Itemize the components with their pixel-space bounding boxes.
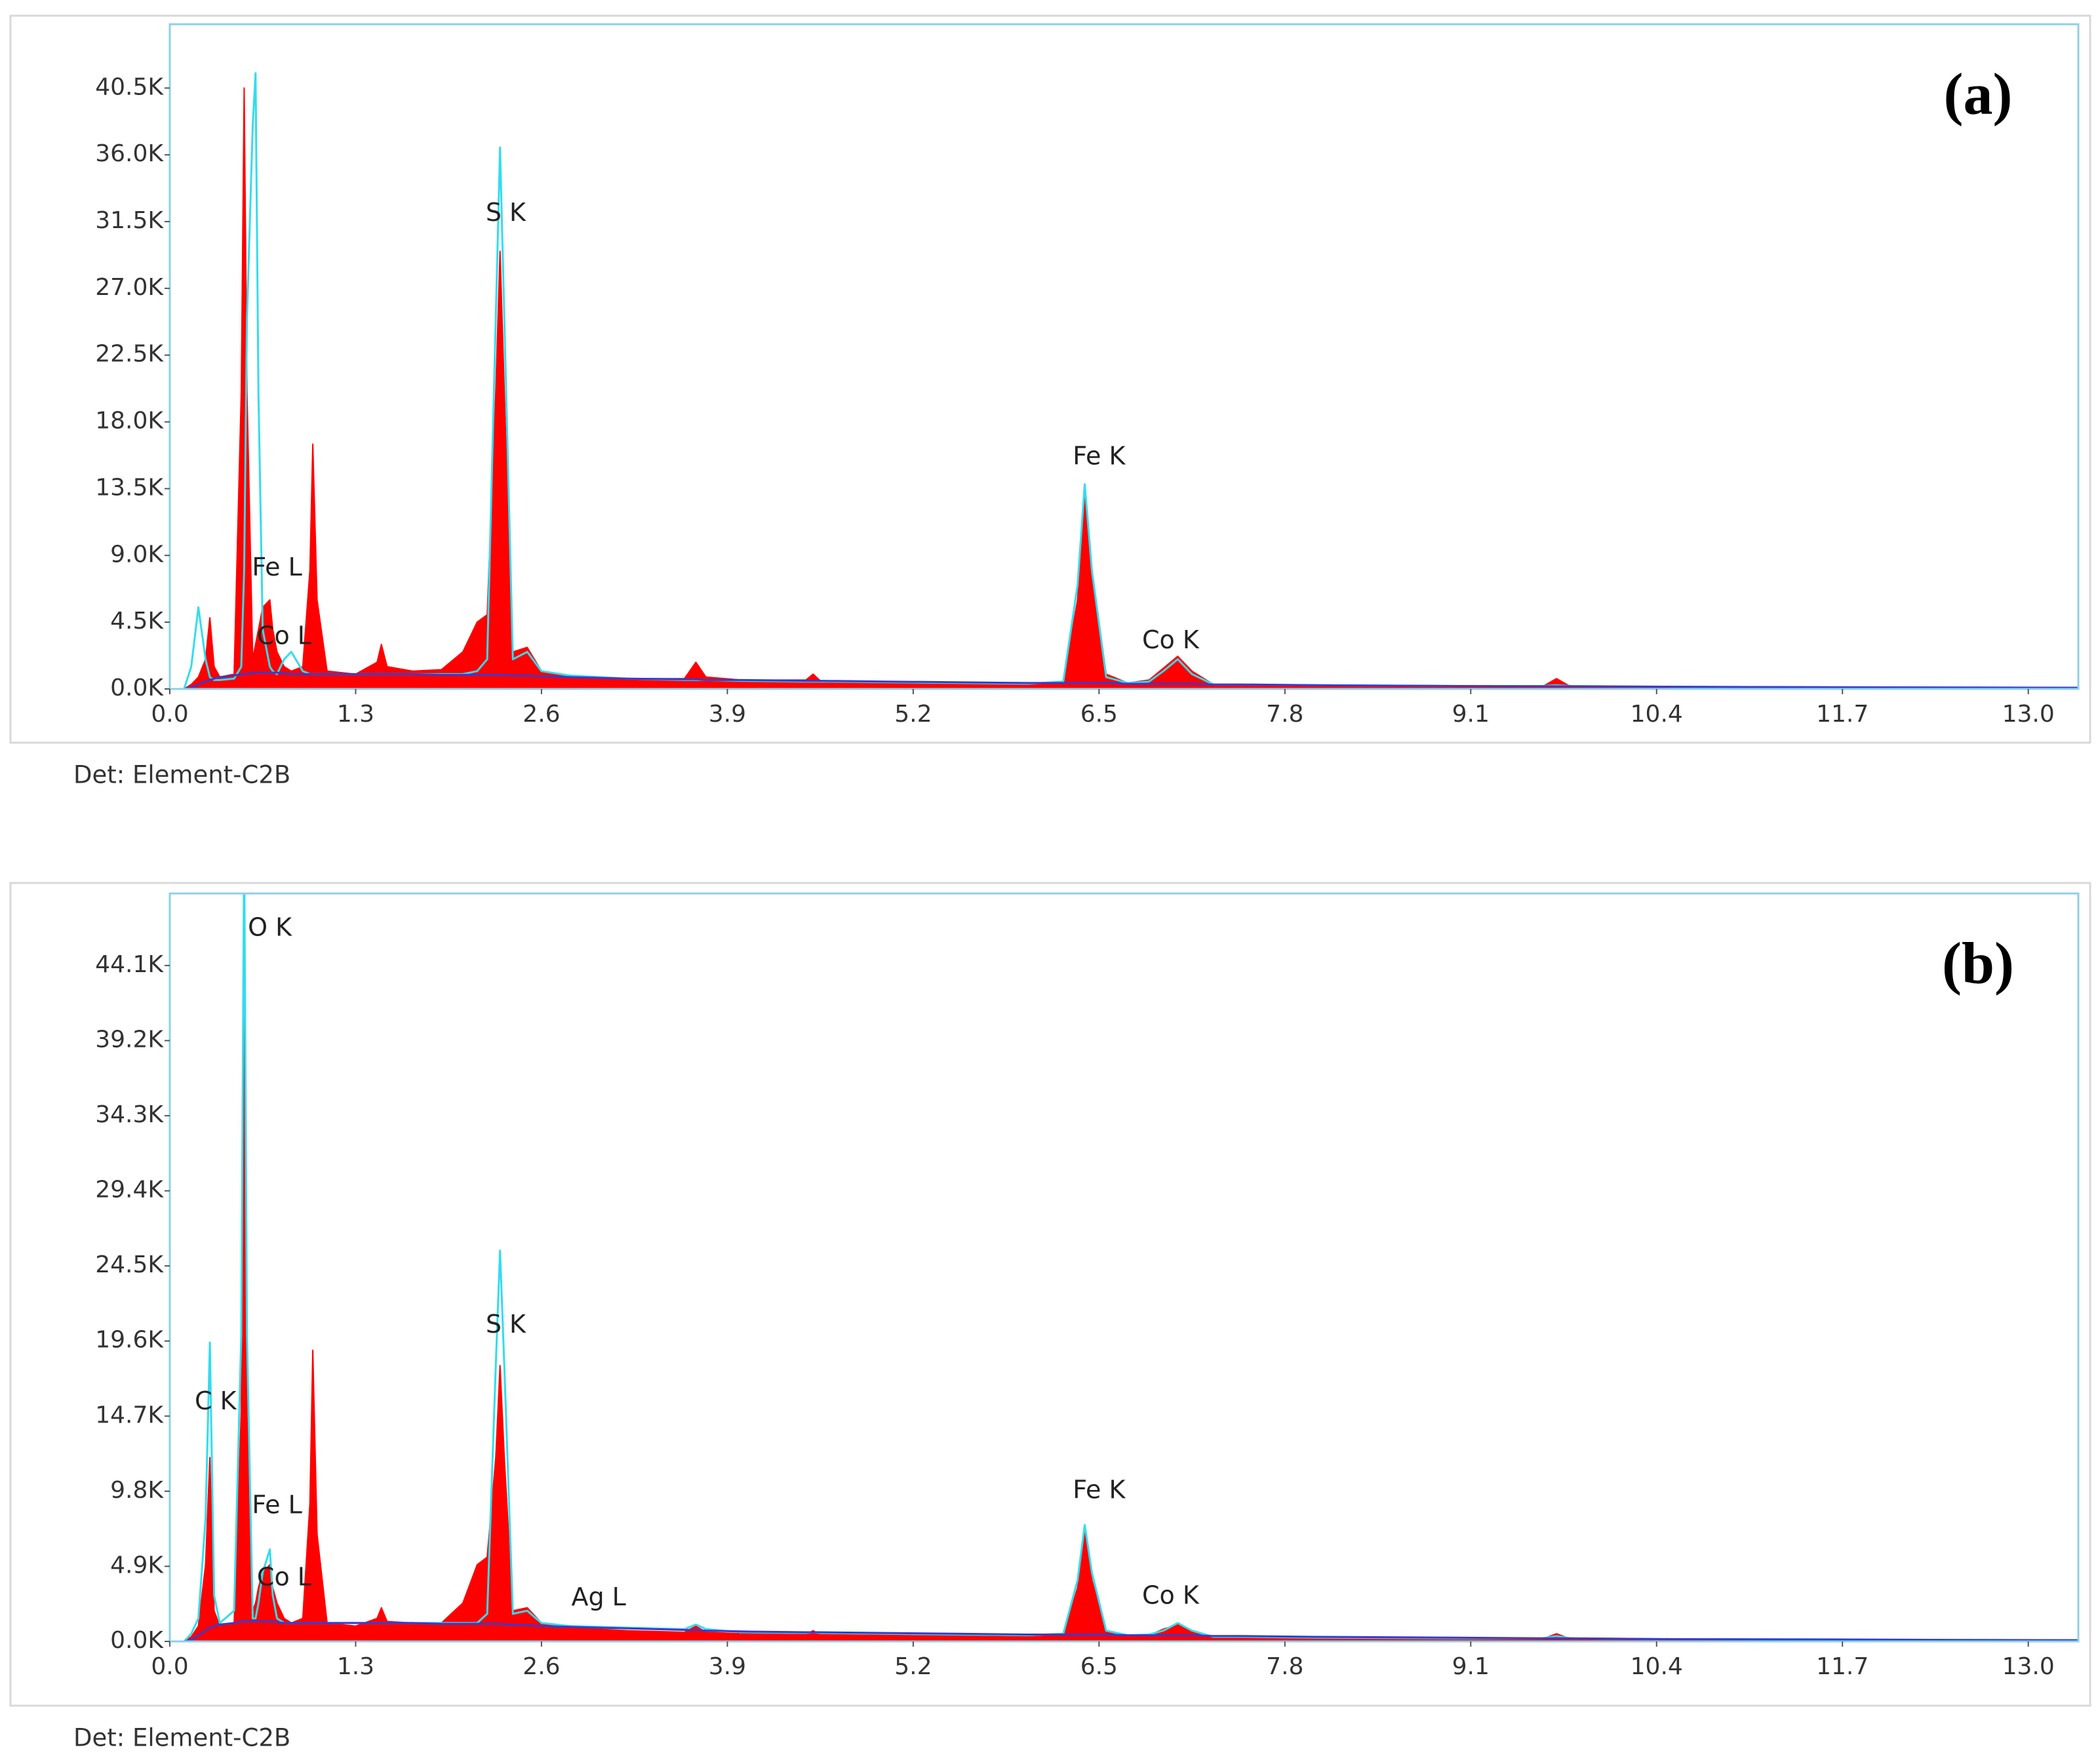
- x-tick-label: 13.0: [2002, 1653, 2055, 1680]
- peak-label: Fe L: [252, 1491, 302, 1519]
- peak-label: Fe K: [1073, 441, 1126, 470]
- y-tick-label: 44.1K: [95, 951, 164, 978]
- y-tick-label: 0.0K: [110, 1627, 164, 1654]
- peak-label: Co L: [257, 1563, 311, 1592]
- x-tick-label: 2.6: [523, 1653, 560, 1680]
- panel-label: (a): [1944, 62, 2013, 127]
- peak-label: S K: [486, 198, 526, 227]
- x-tick-label: 6.5: [1080, 1653, 1118, 1680]
- y-tick-label: 13.5K: [95, 474, 164, 501]
- spectrum-line: [170, 72, 2078, 689]
- plot-area: [170, 72, 2078, 689]
- peak-label: S K: [486, 1310, 526, 1339]
- spectrum-line: [170, 671, 2078, 689]
- x-tick-label: 10.4: [1631, 701, 1683, 728]
- spectrum-line: [170, 1620, 2078, 1641]
- peak-label: Co K: [1142, 625, 1200, 654]
- x-tick-label: 11.7: [1816, 1653, 1869, 1680]
- y-tick-label: 0.0K: [110, 675, 164, 701]
- plot-area: [170, 893, 2078, 1641]
- x-tick-label: 11.7: [1816, 701, 1869, 728]
- y-tick-label: 39.2K: [95, 1026, 164, 1053]
- y-tick-label: 22.5K: [95, 341, 164, 368]
- y-tick-label: 9.0K: [110, 541, 164, 568]
- panel-label: (b): [1942, 931, 2014, 996]
- x-tick-label: 3.9: [709, 1653, 746, 1680]
- x-tick-label: 5.2: [894, 1653, 932, 1680]
- peak-label: Fe L: [252, 553, 302, 581]
- x-tick-label: 6.5: [1080, 701, 1118, 728]
- peak-label: C K: [195, 1386, 237, 1415]
- y-tick-label: 29.4K: [95, 1177, 164, 1204]
- y-tick-label: 24.5K: [95, 1251, 164, 1278]
- peak-label: Fe K: [1073, 1475, 1126, 1504]
- y-tick-label: 34.3K: [95, 1101, 164, 1128]
- x-tick-label: 9.1: [1452, 1653, 1490, 1680]
- y-tick-label: 36.0K: [95, 140, 164, 167]
- x-tick-label: 10.4: [1631, 1653, 1683, 1680]
- y-tick-label: 19.6K: [95, 1327, 164, 1354]
- x-tick-label: 13.0: [2002, 701, 2055, 728]
- y-tick-label: 14.7K: [95, 1401, 164, 1428]
- y-tick-label: 9.8K: [110, 1477, 164, 1504]
- x-tick-label: 5.2: [894, 701, 932, 728]
- x-tick-label: 1.3: [337, 1653, 374, 1680]
- x-tick-label: 7.8: [1266, 1653, 1303, 1680]
- x-tick-label: 0.0: [151, 1653, 188, 1680]
- peak-label: Co K: [1142, 1581, 1200, 1610]
- peak-label: Co L: [257, 621, 311, 650]
- spectrum-area: [170, 87, 2078, 689]
- x-tick-label: 2.6: [523, 701, 560, 728]
- y-tick-label: 18.0K: [95, 408, 164, 435]
- peak-label: Ag L: [571, 1582, 625, 1611]
- x-tick-label: 1.3: [337, 701, 374, 728]
- x-tick-label: 0.0: [151, 701, 188, 728]
- spectrum-area: [170, 1012, 2078, 1641]
- y-tick-label: 4.5K: [110, 608, 164, 635]
- spectrum-line: [170, 893, 2078, 1641]
- y-tick-label: 27.0K: [95, 274, 164, 301]
- y-tick-label: 40.5K: [95, 73, 164, 100]
- x-tick-label: 9.1: [1452, 701, 1490, 728]
- peak-label: O K: [248, 912, 292, 941]
- x-tick-label: 7.8: [1266, 701, 1303, 728]
- detector-note: Det: Element-C2B: [73, 761, 290, 789]
- y-tick-label: 4.9K: [110, 1552, 164, 1578]
- detector-note: Det: Element-C2B: [73, 1724, 290, 1752]
- plot-frame: [168, 23, 2080, 690]
- panel-frame: [9, 14, 2091, 744]
- x-tick-label: 3.9: [709, 701, 746, 728]
- y-tick-label: 31.5K: [95, 207, 164, 234]
- plot-frame: [168, 892, 2080, 1643]
- panel-frame: [9, 882, 2091, 1707]
